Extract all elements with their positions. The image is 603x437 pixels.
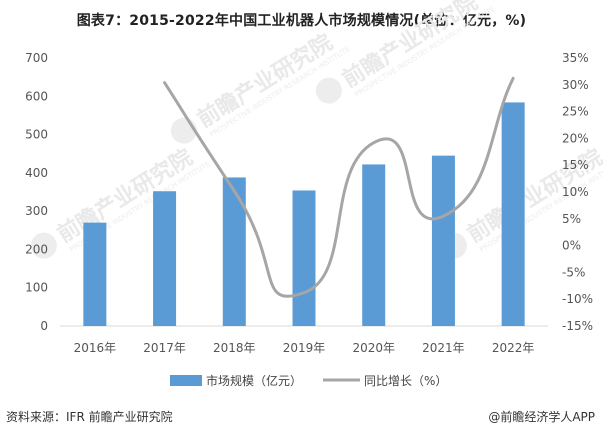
watermark-logo-icon — [30, 232, 57, 259]
y-right-tick-label: 10% — [562, 185, 589, 199]
chart-title: 图表7：2015-2022年中国工业机器人市场规模情况(单位：亿元，%) — [76, 13, 527, 29]
bar — [362, 164, 386, 326]
x-tick-label: 2019年 — [283, 341, 326, 355]
watermark-text: 前瞻产业研究院 — [338, 0, 482, 93]
y-right-tick-label: 5% — [562, 212, 581, 226]
y-right-tick-label: 15% — [562, 158, 589, 172]
y-right-tick-label: 35% — [562, 51, 589, 65]
bar — [431, 155, 455, 326]
y-left-tick-label: 300 — [25, 204, 48, 218]
x-tick-label: 2021年 — [422, 341, 465, 355]
y-right-tick-label: 30% — [562, 78, 589, 92]
y-left-tick-label: 0 — [40, 319, 48, 333]
watermark-text: 前瞻产业研究院 — [193, 29, 337, 133]
brand-credit: @前瞻经济学人APP — [488, 410, 595, 424]
bar — [222, 177, 246, 326]
growth-line — [163, 76, 515, 298]
y-left-tick-label: 400 — [25, 166, 48, 180]
bar — [292, 190, 316, 326]
bar — [83, 222, 107, 326]
bar — [501, 102, 525, 326]
y-left-tick-label: 600 — [25, 89, 48, 103]
y-right-tick-label: 25% — [562, 105, 589, 119]
x-tick-label: 2016年 — [74, 341, 117, 355]
line-series — [163, 76, 515, 298]
legend-bar-swatch — [170, 375, 202, 386]
y-right-tick-label: -10% — [562, 292, 593, 306]
bar-series — [83, 102, 525, 326]
bar — [153, 191, 177, 326]
chart-axes: 0 100 200 300 400 500 600 700 -15% -10% -5% 0% 5% 10%… — [25, 51, 593, 355]
y-right-tick-label: -15% — [562, 319, 593, 333]
source-note: 资料来源：IFR 前瞻产业研究院 — [6, 410, 173, 424]
x-tick-label: 2017年 — [143, 341, 186, 355]
y-left-tick-label: 100 — [25, 281, 48, 295]
watermark-logo-icon — [315, 77, 342, 104]
legend-label-bar: 市场规模（亿元） — [206, 373, 302, 388]
y-left-tick-label: 200 — [25, 242, 48, 256]
y-left-tick-label: 500 — [25, 128, 48, 142]
x-tick-label: 2020年 — [352, 341, 395, 355]
y-right-tick-label: 20% — [562, 131, 589, 145]
y-right-tick-label: -5% — [562, 265, 585, 279]
x-tick-label: 2018年 — [213, 341, 256, 355]
y-left-tick-label: 700 — [25, 51, 48, 65]
y-right-tick-label: 0% — [562, 239, 581, 253]
legend-label-line: 同比增长（%） — [364, 374, 447, 388]
x-tick-label: 2022年 — [492, 341, 535, 355]
chart-legend: 市场规模（亿元） 同比增长（%） — [170, 373, 447, 388]
